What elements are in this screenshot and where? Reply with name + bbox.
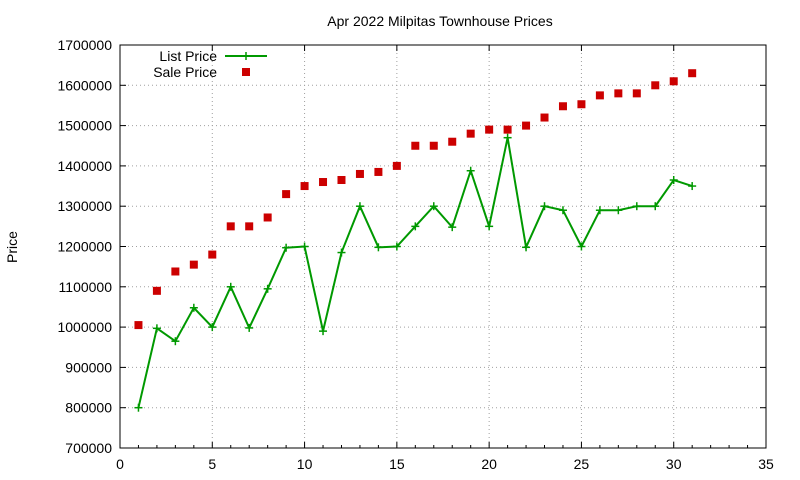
sale-price-point <box>632 89 641 98</box>
list-price-point <box>651 202 660 211</box>
x-tick-label: 10 <box>297 456 313 472</box>
list-price-point <box>208 323 217 332</box>
list-price-point <box>669 176 678 185</box>
grid-lines <box>120 45 766 448</box>
list-price-point <box>632 202 641 211</box>
y-tick-label: 1600000 <box>57 77 112 93</box>
series-layer <box>134 69 697 412</box>
list-price-point <box>540 202 549 211</box>
list-price-point <box>688 182 697 191</box>
y-tick-label: 1200000 <box>57 239 112 255</box>
list-price-point <box>171 337 180 346</box>
list-price-point <box>374 243 383 252</box>
list-price-point <box>485 222 494 231</box>
y-tick-label: 1400000 <box>57 158 112 174</box>
y-tick-label: 1100000 <box>59 279 113 295</box>
sale-price-point <box>152 286 161 295</box>
sale-price-point <box>688 69 697 78</box>
sale-price-point <box>595 91 604 100</box>
sale-price-point <box>540 113 549 122</box>
legend-point-sample <box>242 52 250 60</box>
y-axis-ticks: 700000 800000 900000 1000000 1100000 1200000 1… <box>57 37 766 456</box>
list-price-point <box>152 324 161 333</box>
x-tick-label: 0 <box>116 456 124 472</box>
list-price-point <box>392 242 401 251</box>
y-tick-label: 800000 <box>65 400 112 416</box>
sale-price-point <box>134 321 143 330</box>
list-price-point <box>355 202 364 211</box>
sale-price-point <box>319 178 328 187</box>
list-price-point <box>300 242 309 251</box>
x-tick-label: 15 <box>389 456 405 472</box>
sale-price-point <box>651 81 660 90</box>
y-tick-label: 1300000 <box>57 198 112 214</box>
list-price-point <box>595 206 604 215</box>
sale-price-point <box>282 190 291 199</box>
list-price-point <box>429 202 438 211</box>
legend-label: Sale Price <box>153 64 217 80</box>
list-price-point <box>577 242 586 251</box>
sale-price-point <box>558 102 567 111</box>
x-tick-label: 5 <box>208 456 216 472</box>
list-price-point <box>448 223 457 232</box>
sale-price-point <box>300 182 309 191</box>
sale-price-point <box>577 100 586 109</box>
list-price-point <box>614 206 623 215</box>
list-price-point <box>411 222 420 231</box>
sale-price-point <box>429 141 438 150</box>
sale-price-point <box>189 260 198 269</box>
chart-title: Apr 2022 Milpitas Townhouse Prices <box>327 13 552 29</box>
sale-price-point <box>337 176 346 185</box>
sale-price-point <box>374 167 383 176</box>
y-tick-label: 1000000 <box>57 319 112 335</box>
sale-price-point <box>355 169 364 178</box>
x-tick-label: 35 <box>758 456 774 472</box>
list-price-point <box>282 243 291 252</box>
list-price-point <box>558 206 567 215</box>
sale-price-point <box>466 129 475 138</box>
y-tick-label: 700000 <box>65 440 112 456</box>
sale-price-point <box>392 161 401 170</box>
list-price-point <box>189 303 198 312</box>
sale-price-point <box>485 125 494 134</box>
list-price-point <box>522 243 531 252</box>
list-price-point <box>466 166 475 175</box>
sale-price-point <box>614 89 623 98</box>
x-tick-label: 30 <box>666 456 682 472</box>
y-tick-label: 1500000 <box>57 118 112 134</box>
y-tick-label: 1700000 <box>57 37 112 53</box>
list-price-point <box>245 323 254 332</box>
sale-price-point <box>448 137 457 146</box>
x-tick-label: 20 <box>481 456 497 472</box>
list-price-point <box>319 327 328 336</box>
y-axis-label: Price <box>4 231 20 263</box>
sale-price-point <box>245 222 254 231</box>
legend-label: List Price <box>159 48 217 64</box>
sale-price-point <box>669 77 678 86</box>
list-price-line <box>137 137 693 408</box>
x-tick-label: 25 <box>574 456 590 472</box>
list-price-point <box>263 284 272 293</box>
y-tick-label: 900000 <box>65 359 112 375</box>
list-price-point <box>503 133 512 142</box>
sale-price-point <box>208 250 217 259</box>
sale-price-point <box>226 222 235 231</box>
plot-frame <box>119 44 767 449</box>
sale-price-point <box>411 141 420 150</box>
list-price-point <box>134 403 143 412</box>
sale-price-point <box>263 213 272 222</box>
list-price-point <box>337 248 346 257</box>
list-price-point <box>226 282 235 291</box>
sale-price-point <box>503 125 512 134</box>
sale-price-point <box>522 121 531 130</box>
sale-price-point <box>171 267 180 276</box>
legend-point-sample <box>242 68 250 76</box>
